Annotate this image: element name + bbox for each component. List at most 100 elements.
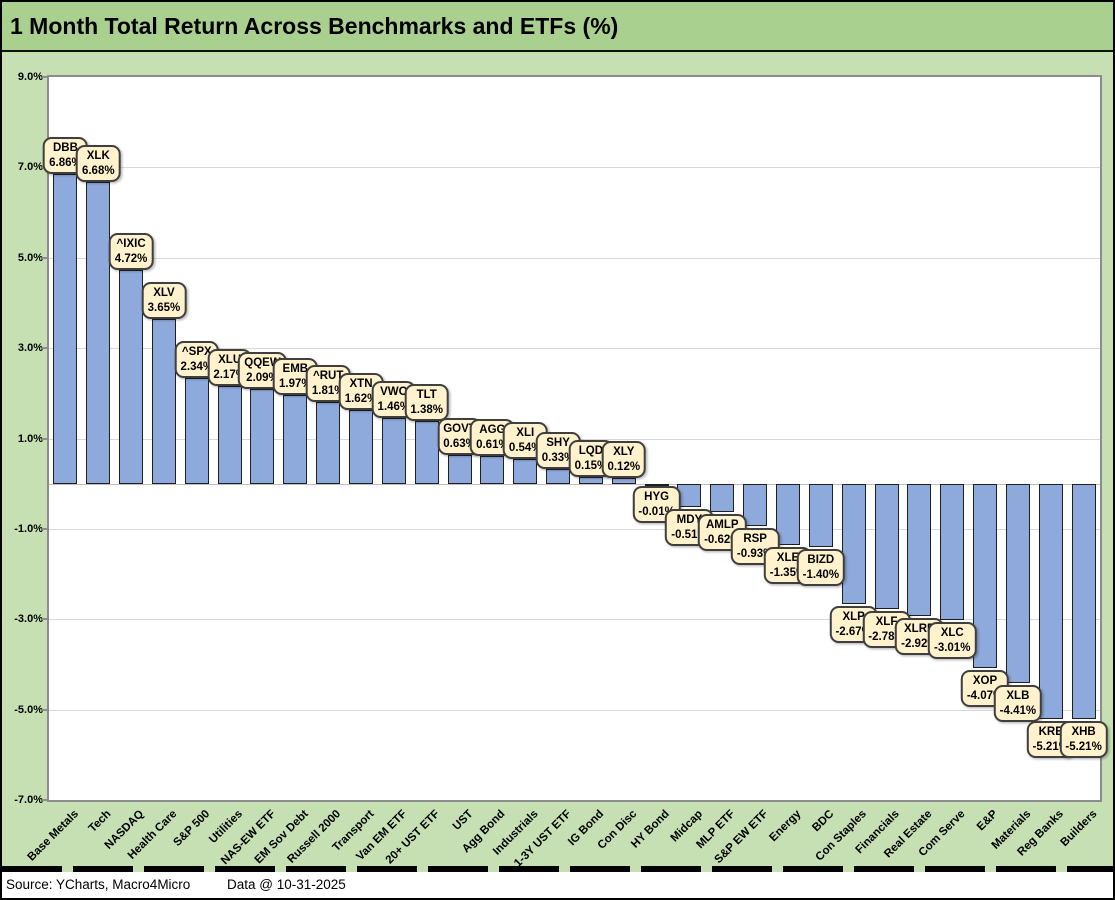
callout-value: 4.72% (114, 253, 148, 266)
bar (480, 456, 505, 484)
footer-data-date: Data @ 10-31-2025 (227, 877, 346, 892)
bar-callout: BIZD -1.40% (796, 548, 846, 586)
callout-ticker: XHB (1071, 726, 1096, 739)
callout-ticker: XLP (842, 611, 865, 624)
callout-ticker: XLF (875, 616, 898, 629)
y-axis-tick (42, 708, 47, 711)
bar (316, 401, 341, 484)
callout-ticker: XLI (516, 427, 535, 440)
bar (775, 483, 800, 545)
gridline (49, 619, 1100, 621)
callout-ticker: XLB (1006, 689, 1030, 702)
x-axis-label: Energy (767, 808, 804, 845)
callout-ticker: LQD (578, 444, 604, 457)
bar (53, 173, 78, 484)
bar-callout: HYG -0.01% (632, 486, 681, 524)
bar-callout: ^IXIC 4.72% (108, 233, 154, 271)
callout-ticker: ^SPX (181, 345, 212, 358)
bar (907, 483, 932, 616)
zero-axis-line (49, 483, 1100, 485)
callout-ticker: XLY (613, 446, 635, 459)
bar (808, 483, 833, 547)
bar (349, 410, 374, 484)
y-axis-label: -1.0% (14, 522, 43, 535)
x-axis-label: Tech (86, 808, 114, 835)
bar (841, 483, 866, 605)
bar-callout: XLY 0.12% (601, 441, 647, 479)
callout-ticker: VWO (380, 385, 408, 398)
bar (86, 181, 111, 484)
gridline (49, 257, 1100, 259)
x-axis-label: UST (450, 808, 476, 833)
callout-value: 3.65% (147, 301, 181, 314)
y-axis-label: 7.0% (17, 161, 43, 174)
callout-ticker: QQEW (244, 357, 281, 370)
bar-callout: TLT 1.38% (404, 384, 450, 422)
y-axis-label: -3.0% (14, 613, 43, 626)
y-axis-label: -5.0% (14, 703, 43, 716)
callout-ticker: XLK (86, 149, 110, 162)
x-axis-label: E&P (975, 808, 1001, 834)
callout-ticker: EMB (282, 362, 309, 375)
y-axis-label: 9.0% (17, 71, 43, 83)
y-axis-tick (42, 618, 47, 621)
y-axis-tick (42, 437, 47, 440)
bar (874, 483, 899, 610)
chart-title: 1 Month Total Return Across Benchmarks a… (2, 2, 1113, 52)
bar (611, 478, 636, 484)
bar (184, 377, 209, 484)
callout-value: 0.15% (574, 459, 608, 472)
y-axis-tick (42, 76, 47, 78)
callout-ticker: XLC (940, 626, 964, 639)
bar-callout: XLB -4.41% (993, 684, 1043, 722)
callout-value: -4.41% (999, 704, 1037, 717)
callout-ticker: SHY (546, 436, 570, 449)
callout-value: 0.54% (508, 442, 542, 455)
y-axis-label: 5.0% (17, 251, 43, 264)
bar (151, 318, 176, 484)
callout-ticker: KRE (1038, 726, 1063, 739)
y-axis-label: -7.0% (14, 794, 43, 806)
bar-callout: XLI 0.54% (502, 422, 548, 460)
callout-ticker: GOVT (443, 423, 476, 436)
callout-value: 0.12% (607, 461, 641, 474)
bar-callout: RSP -0.93% (730, 527, 780, 565)
bar (283, 394, 308, 484)
callout-ticker: DBB (52, 141, 78, 154)
y-axis-tick (42, 527, 47, 530)
callout-ticker: ^IXIC (116, 238, 146, 251)
bar (414, 421, 439, 484)
callout-ticker: AGG (479, 424, 506, 437)
bar (250, 389, 275, 484)
callout-value: 1.97% (279, 377, 312, 390)
callout-value: 2.09% (246, 372, 279, 385)
bar-callout: XLV 3.65% (141, 281, 187, 319)
callout-value: 2.17% (213, 368, 246, 381)
callout-value: -1.40% (802, 568, 840, 581)
bar (743, 483, 768, 526)
callout-value: 6.86% (49, 156, 82, 169)
callout-value: 0.33% (541, 451, 575, 464)
callout-value: -5.21% (1065, 741, 1102, 754)
bar (1005, 483, 1030, 683)
callout-ticker: XOP (972, 674, 998, 687)
y-axis-tick (42, 347, 47, 350)
gridline (49, 528, 1100, 530)
bar (677, 483, 702, 507)
callout-ticker: AMLP (706, 518, 739, 531)
callout-ticker: HYG (644, 491, 670, 504)
callout-value: 1.46% (377, 400, 411, 413)
footer-bar: Source: YCharts, Macro4Micro Data @ 10-3… (2, 872, 1113, 898)
y-axis-label: 3.0% (17, 342, 43, 355)
callout-value: 1.81% (311, 384, 345, 397)
callout-ticker: BIZD (807, 553, 835, 566)
bar (710, 483, 735, 512)
footer-source: Source: YCharts, Macro4Micro (6, 877, 191, 892)
y-axis-tick (42, 256, 47, 259)
gridline (49, 167, 1100, 169)
bar (1071, 483, 1096, 720)
bar-callout: XLK 6.68% (75, 144, 121, 182)
callout-ticker: MDY (676, 513, 703, 526)
callout-value: 1.62% (344, 393, 378, 406)
callout-ticker: TLT (416, 389, 437, 402)
